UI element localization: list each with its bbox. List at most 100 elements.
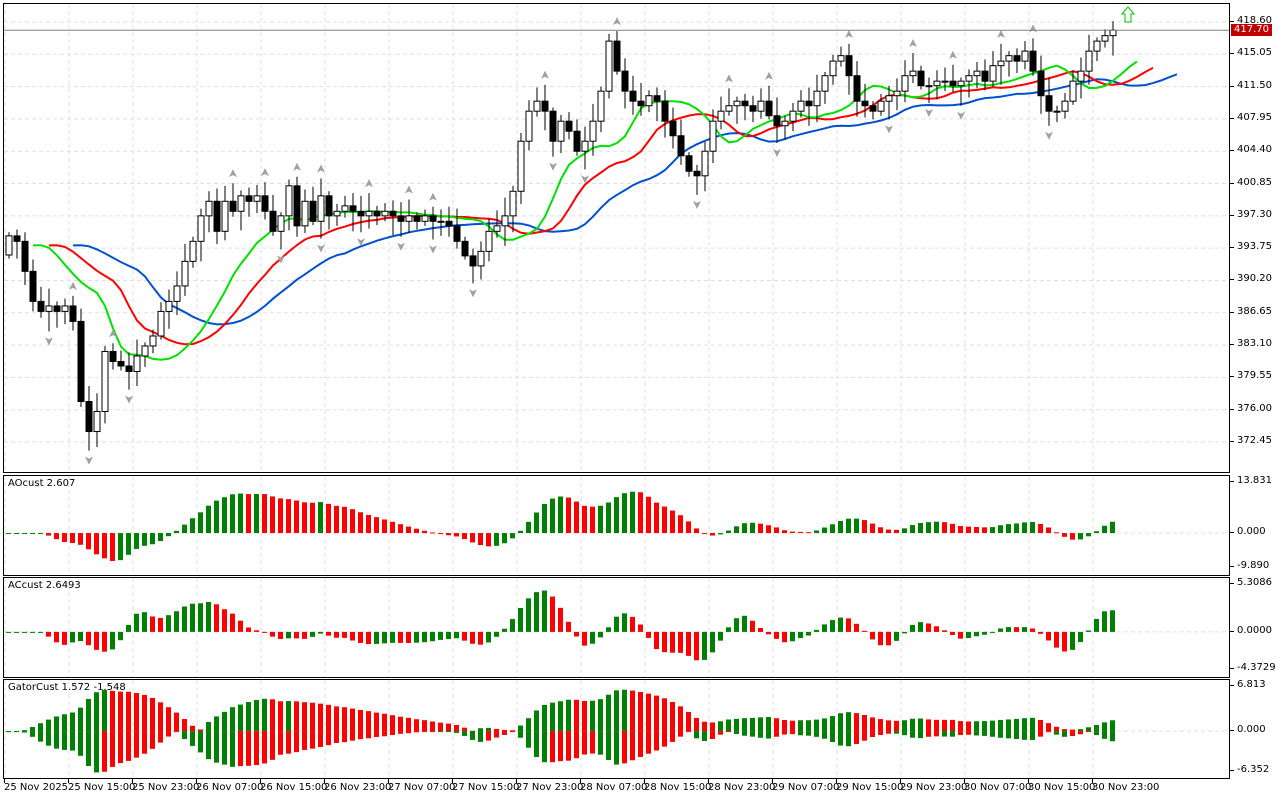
ac-histogram-bar bbox=[862, 630, 867, 632]
gator-histogram-bar bbox=[366, 711, 371, 732]
candle-bearish bbox=[685, 155, 693, 172]
ac-histogram-bar bbox=[782, 631, 787, 643]
fractal-up-icon bbox=[541, 70, 549, 79]
ao-histogram-bar bbox=[622, 493, 627, 534]
gator-histogram-bar bbox=[70, 712, 75, 732]
price-tick-label: 411.50 bbox=[1230, 80, 1272, 91]
ao-histogram-bar bbox=[118, 533, 123, 561]
gator-histogram-bar bbox=[134, 731, 139, 758]
ao-histogram-bar bbox=[534, 512, 539, 534]
fractal-down-icon bbox=[957, 111, 965, 120]
gator-histogram-bar bbox=[902, 731, 907, 736]
gator-histogram-bar bbox=[686, 731, 691, 733]
ac-histogram-bar bbox=[974, 631, 979, 637]
candle-bullish bbox=[533, 100, 541, 112]
candle-bullish bbox=[885, 95, 893, 102]
ac-histogram-bar bbox=[238, 620, 243, 632]
candle-bearish bbox=[469, 255, 477, 267]
ao-histogram-bar bbox=[894, 529, 899, 534]
ac-histogram-bar bbox=[702, 631, 707, 660]
gator-histogram-bar bbox=[846, 731, 851, 747]
gator-histogram-bar bbox=[262, 731, 267, 764]
gator-histogram-bar bbox=[918, 718, 923, 732]
gator-histogram-bar bbox=[518, 731, 523, 738]
gator-histogram-bar bbox=[790, 731, 795, 735]
candle-bullish bbox=[237, 195, 245, 212]
candle-bullish bbox=[517, 140, 525, 192]
ac-histogram-bar bbox=[174, 611, 179, 632]
candle-bullish bbox=[501, 215, 509, 227]
ao-histogram-bar bbox=[926, 522, 931, 534]
candle-bullish bbox=[5, 235, 13, 256]
ac-histogram-bar bbox=[86, 631, 91, 646]
indicator-tick-label: 0.000 bbox=[1230, 526, 1266, 537]
gator-histogram-bar bbox=[358, 710, 363, 732]
ao-histogram-bar bbox=[1086, 533, 1091, 537]
time-tick-label: 25 Nov 15:00 bbox=[68, 778, 136, 793]
candle-bullish bbox=[933, 80, 941, 87]
fractal-down-icon bbox=[429, 245, 437, 254]
ao-histogram-bar bbox=[918, 523, 923, 534]
gator-histogram-bar bbox=[606, 694, 611, 732]
gator-histogram-bar bbox=[118, 731, 123, 764]
ac-histogram-bar bbox=[126, 625, 131, 632]
fractal-up-icon bbox=[765, 71, 773, 80]
ao-histogram-bar bbox=[454, 533, 459, 537]
ao-histogram-bar bbox=[630, 491, 635, 534]
candle-bullish bbox=[997, 60, 1005, 67]
gator-histogram-bar bbox=[246, 731, 251, 766]
fractal-up-icon bbox=[261, 168, 269, 177]
candle-bearish bbox=[85, 401, 93, 433]
ao-histogram-bar bbox=[22, 533, 27, 535]
ac-histogram-bar bbox=[886, 631, 891, 646]
gator-histogram-bar bbox=[782, 719, 787, 732]
gator-histogram-bar bbox=[254, 699, 259, 732]
candle-bearish bbox=[1037, 70, 1045, 97]
candle-bearish bbox=[77, 320, 85, 403]
gator-histogram-bar bbox=[406, 731, 411, 734]
gator-histogram-bar bbox=[150, 697, 155, 732]
ac-histogram-bar bbox=[46, 631, 51, 637]
ac-indicator-panel[interactable]: ACcust 2.6493 bbox=[3, 577, 1230, 678]
ac-histogram-bar bbox=[718, 631, 723, 641]
time-axis[interactable]: 25 Nov 2025 25 Nov 15:00 25 Nov 23:00 26 No… bbox=[0, 778, 1280, 800]
price-chart-panel[interactable] bbox=[3, 3, 1230, 473]
ao-histogram-bar bbox=[510, 533, 515, 539]
fractal-down-icon bbox=[397, 242, 405, 251]
gator-histogram-bar bbox=[230, 707, 235, 732]
candle-bullish bbox=[437, 220, 445, 223]
gator-histogram-bar bbox=[182, 731, 187, 740]
ac-histogram-bar bbox=[894, 631, 899, 641]
gator-histogram-bar bbox=[606, 731, 611, 761]
candle-bearish bbox=[677, 135, 685, 157]
ac-histogram-bar bbox=[1078, 631, 1083, 643]
gator-indicator-panel[interactable]: GatorCust 1.572 -1.548 bbox=[3, 679, 1230, 779]
gator-histogram-bar bbox=[694, 717, 699, 732]
candle-bullish bbox=[133, 355, 141, 372]
ao-histogram-bar bbox=[494, 533, 499, 546]
ac-histogram-bar bbox=[366, 631, 371, 645]
gator-histogram-bar bbox=[494, 731, 499, 738]
ao-histogram-bar bbox=[574, 501, 579, 534]
gator-histogram-bar bbox=[662, 731, 667, 747]
candle-bullish bbox=[1061, 100, 1069, 112]
gator-histogram-bar bbox=[118, 691, 123, 732]
gator-histogram-bar bbox=[518, 725, 523, 732]
gator-histogram-bar bbox=[454, 724, 459, 732]
price-axis[interactable]: 418.60 415.05 411.50 407.95 404.40 400.85 397.… bbox=[1230, 3, 1280, 473]
ao-histogram-bar bbox=[710, 533, 715, 536]
candle-bullish bbox=[725, 105, 733, 112]
fractal-up-icon bbox=[613, 17, 621, 26]
ao-indicator-panel[interactable]: AOcust 2.607 bbox=[3, 475, 1230, 576]
candle-bullish bbox=[957, 80, 965, 87]
ac-histogram-bar bbox=[422, 631, 427, 643]
gator-histogram-bar bbox=[14, 731, 19, 733]
ao-histogram-bar bbox=[414, 528, 419, 534]
ao-histogram-bar bbox=[318, 502, 323, 534]
ao-histogram-bar bbox=[566, 497, 571, 534]
ao-histogram-bar bbox=[902, 528, 907, 534]
ao-histogram-bar bbox=[406, 526, 411, 534]
chart-canvas bbox=[4, 680, 1229, 778]
candle-bullish bbox=[45, 305, 53, 312]
candle-bullish bbox=[733, 100, 741, 107]
